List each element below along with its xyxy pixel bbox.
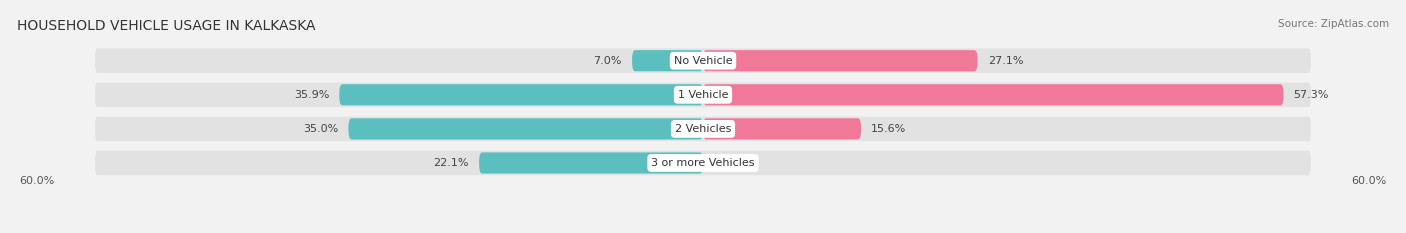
FancyBboxPatch shape xyxy=(96,48,1310,73)
FancyBboxPatch shape xyxy=(703,118,860,140)
Text: 15.6%: 15.6% xyxy=(872,124,907,134)
Text: 22.1%: 22.1% xyxy=(433,158,470,168)
FancyBboxPatch shape xyxy=(96,82,1310,107)
Text: No Vehicle: No Vehicle xyxy=(673,56,733,66)
Text: 3 or more Vehicles: 3 or more Vehicles xyxy=(651,158,755,168)
Text: 60.0%: 60.0% xyxy=(1351,176,1386,186)
Text: 2 Vehicles: 2 Vehicles xyxy=(675,124,731,134)
Text: Source: ZipAtlas.com: Source: ZipAtlas.com xyxy=(1278,19,1389,29)
Text: 57.3%: 57.3% xyxy=(1294,90,1329,100)
Text: 35.0%: 35.0% xyxy=(304,124,339,134)
FancyBboxPatch shape xyxy=(349,118,703,140)
FancyBboxPatch shape xyxy=(479,152,703,174)
Text: 0.0%: 0.0% xyxy=(713,158,741,168)
Text: 1 Vehicle: 1 Vehicle xyxy=(678,90,728,100)
FancyBboxPatch shape xyxy=(339,84,703,105)
Text: HOUSEHOLD VEHICLE USAGE IN KALKASKA: HOUSEHOLD VEHICLE USAGE IN KALKASKA xyxy=(17,19,315,33)
FancyBboxPatch shape xyxy=(703,50,977,71)
Text: 7.0%: 7.0% xyxy=(593,56,621,66)
FancyBboxPatch shape xyxy=(633,50,703,71)
FancyBboxPatch shape xyxy=(96,116,1310,141)
Text: 35.9%: 35.9% xyxy=(294,90,329,100)
FancyBboxPatch shape xyxy=(703,84,1284,105)
Text: 27.1%: 27.1% xyxy=(987,56,1024,66)
FancyBboxPatch shape xyxy=(96,151,1310,175)
Text: 60.0%: 60.0% xyxy=(20,176,55,186)
